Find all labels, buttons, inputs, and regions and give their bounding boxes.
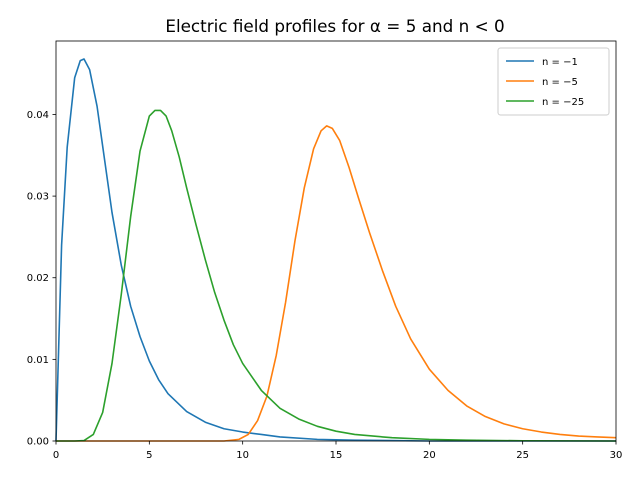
- y-tick-label: 0.01: [27, 355, 49, 366]
- x-tick-label: 25: [516, 450, 529, 461]
- x-tick-label: 10: [236, 450, 249, 461]
- y-axis: 0.00 0.01 0.02 0.03 0.04: [27, 110, 56, 448]
- series-line-2: [56, 125, 617, 442]
- x-axis: 0 5 10 15 20 25 30: [53, 441, 623, 461]
- legend-box: [497, 47, 610, 116]
- legend: n = −1 n = −5 n = −25: [497, 47, 610, 116]
- series-line-3: [56, 109, 617, 442]
- x-tick-label: 5: [146, 450, 152, 461]
- series-line-1: [55, 58, 616, 442]
- plot-lines: [55, 58, 617, 442]
- x-tick-label: 20: [423, 450, 436, 461]
- y-tick-label: 0.03: [27, 192, 49, 203]
- chart-title: Electric field profiles for α = 5 and n …: [165, 16, 504, 36]
- y-tick-label: 0.02: [27, 273, 49, 284]
- legend-label-1: n = −1: [542, 57, 578, 68]
- x-tick-label: 0: [53, 450, 59, 461]
- y-tick-label: 0.00: [27, 437, 49, 448]
- y-tick-label: 0.04: [27, 110, 49, 121]
- legend-label-3: n = −25: [542, 97, 584, 108]
- x-tick-label: 15: [330, 450, 343, 461]
- legend-label-2: n = −5: [542, 77, 578, 88]
- x-tick-label: 30: [610, 450, 623, 461]
